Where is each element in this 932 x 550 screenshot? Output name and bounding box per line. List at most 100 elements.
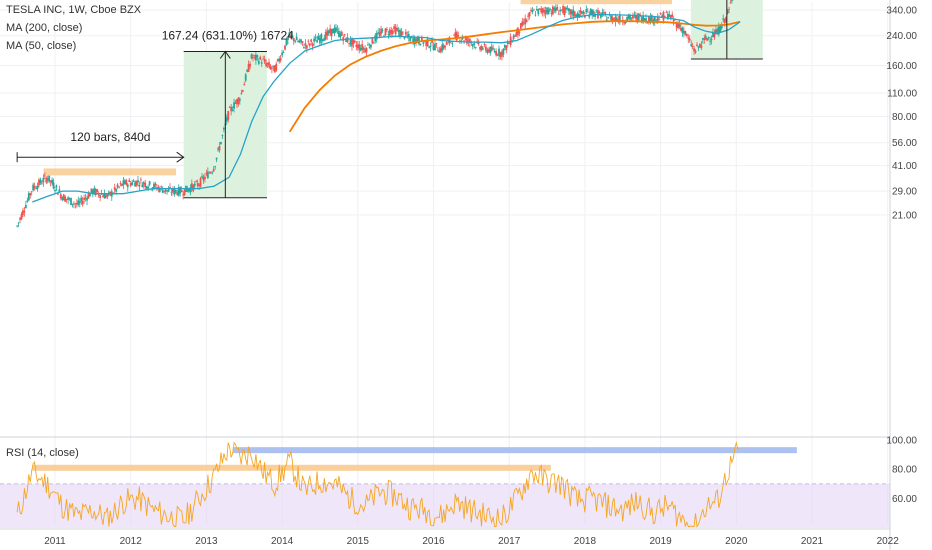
- candle-body: [352, 39, 355, 44]
- y-tick-label: 110.00: [887, 89, 917, 100]
- candle-body: [284, 45, 286, 50]
- candle-body: [629, 15, 631, 20]
- candle-body: [243, 84, 246, 86]
- candle-body: [247, 64, 250, 72]
- candle-body: [33, 185, 36, 188]
- candle-body: [64, 196, 67, 202]
- candle-body: [262, 58, 265, 60]
- candle-body: [316, 40, 318, 43]
- candle-body: [697, 46, 700, 48]
- level-band-2017: [520, 0, 672, 5]
- candle-body: [128, 180, 131, 182]
- candle-body: [390, 30, 393, 34]
- candle-body: [281, 52, 283, 56]
- candle-body: [598, 12, 601, 14]
- candle-body: [330, 28, 333, 37]
- candle-body: [145, 186, 148, 189]
- candle-body: [43, 175, 46, 177]
- candle-body: [607, 17, 610, 19]
- candle-body: [30, 191, 33, 193]
- candle-body: [186, 188, 189, 192]
- candle-body: [228, 107, 231, 108]
- candle-body: [614, 16, 617, 23]
- candle-body: [32, 184, 35, 191]
- x-tick-label: 2015: [347, 536, 370, 547]
- candle-body: [305, 45, 308, 49]
- candle-body: [81, 201, 84, 205]
- rsi-line: [16, 441, 740, 528]
- candle-body: [720, 24, 723, 29]
- candle-body: [397, 30, 400, 32]
- candle-body: [116, 184, 119, 188]
- candle-body: [378, 32, 381, 37]
- candle-body: [483, 43, 486, 45]
- candle-body: [118, 186, 120, 188]
- candle-body: [434, 43, 436, 51]
- candle-body: [96, 189, 99, 193]
- x-tick-label: 2011: [44, 536, 66, 547]
- candle-body: [78, 201, 81, 204]
- candle-body: [525, 20, 528, 23]
- candle-body: [703, 38, 706, 40]
- x-tick-label: 2012: [120, 536, 143, 547]
- candle-body: [361, 44, 364, 51]
- candle-body: [212, 169, 215, 172]
- candle-body: [554, 7, 557, 12]
- candle-body: [172, 187, 174, 192]
- candle-body: [393, 26, 396, 30]
- ma50-legend: MA (50, close): [6, 40, 77, 52]
- candle-body: [75, 203, 78, 205]
- candle-body: [538, 8, 541, 10]
- candle-body: [51, 179, 53, 184]
- candle-body: [180, 189, 183, 193]
- candle-body: [45, 177, 48, 183]
- x-tick-label: 2014: [271, 536, 294, 547]
- candle-body: [578, 14, 580, 18]
- candle-body: [20, 213, 23, 220]
- candle-body: [158, 188, 161, 192]
- candle-body: [725, 17, 728, 21]
- candle-body: [659, 13, 662, 14]
- candle-body: [103, 193, 106, 199]
- candle-body: [182, 194, 185, 196]
- rsi-pane: [0, 436, 890, 528]
- candle-body: [169, 187, 171, 189]
- candle-body: [579, 10, 582, 13]
- candle-body: [173, 188, 176, 195]
- y-tick-label: 29.00: [892, 187, 917, 198]
- candle-body: [237, 97, 240, 104]
- grid-lines: [0, 2, 890, 525]
- candle-body: [368, 46, 371, 48]
- candle-body: [388, 29, 391, 36]
- candle-body: [62, 194, 65, 201]
- candle-body: [726, 10, 729, 14]
- candle-body: [340, 31, 343, 36]
- candle-body: [442, 44, 445, 49]
- y-tick-label: 56.00: [892, 138, 917, 149]
- candle-body: [241, 90, 244, 92]
- candle-body: [220, 142, 222, 145]
- candle-body: [26, 200, 29, 202]
- candle-body: [113, 187, 116, 190]
- candle-body: [428, 46, 431, 48]
- candle-body: [99, 195, 102, 198]
- candle-body: [22, 210, 24, 215]
- candle-body: [420, 37, 423, 42]
- candle-body: [626, 16, 629, 21]
- candle-body: [605, 19, 608, 21]
- candle-body: [547, 9, 550, 15]
- arrow-head: [176, 151, 185, 163]
- candle-body: [522, 22, 525, 24]
- candle-body: [479, 46, 481, 50]
- candle-body: [693, 48, 695, 52]
- candle-body: [640, 17, 643, 23]
- candle-body: [323, 37, 326, 41]
- candle-body: [154, 183, 157, 186]
- candle-body: [445, 42, 448, 45]
- candle-body: [591, 9, 594, 16]
- candle-body: [537, 8, 540, 15]
- rsi-legend: RSI (14, close): [6, 447, 79, 459]
- candle-body: [271, 68, 273, 70]
- candle-body: [17, 222, 20, 224]
